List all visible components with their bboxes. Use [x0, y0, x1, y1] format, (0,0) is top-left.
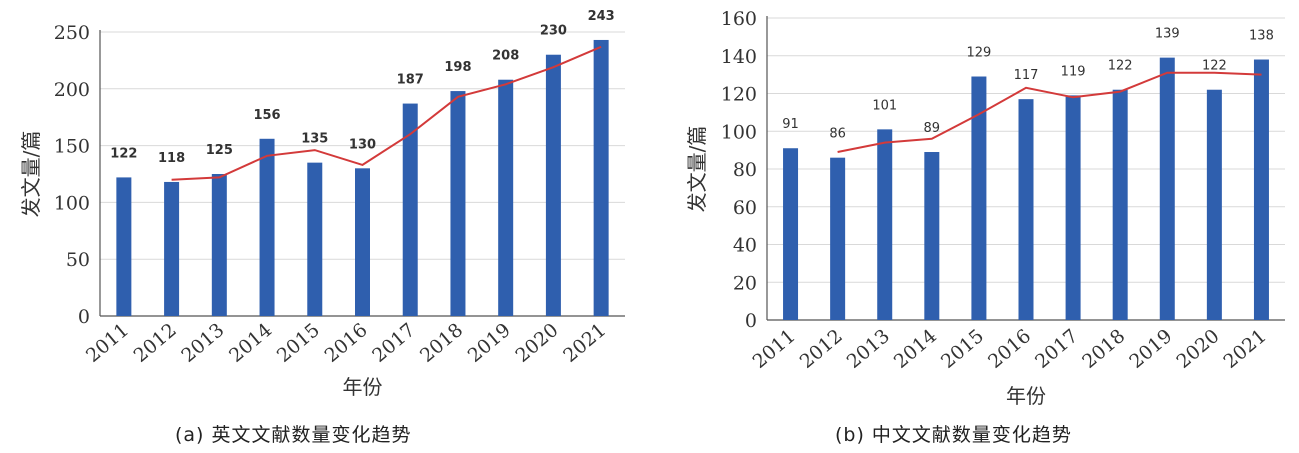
- data-label: 101: [872, 98, 897, 113]
- bar: [1253, 59, 1269, 321]
- x-tick-label: 2020: [511, 319, 562, 367]
- x-tick-label: 2017: [368, 319, 419, 367]
- bar: [1112, 89, 1128, 320]
- data-label: 243: [588, 9, 615, 24]
- bar: [971, 76, 987, 320]
- bar: [924, 152, 940, 320]
- y-tick-label: 160: [721, 8, 757, 30]
- y-tick-label: 140: [721, 46, 757, 68]
- y-tick-label: 0: [78, 306, 90, 328]
- x-tick-label: 2012: [130, 319, 181, 367]
- bar: [211, 174, 227, 316]
- data-label: 89: [924, 121, 941, 136]
- y-tick-label: 200: [54, 79, 90, 101]
- data-label: 122: [110, 146, 137, 161]
- y-tick-label: 150: [54, 136, 90, 158]
- data-label: 187: [397, 73, 424, 88]
- x-tick-label: 2016: [984, 325, 1035, 373]
- bar: [307, 162, 323, 316]
- chart-chinese-literature: 0 20 40 60 80 100 120 140 160 91 86 101 89 129 117 119 1…: [685, 8, 1285, 446]
- data-label: 122: [1108, 59, 1133, 74]
- bar: [259, 138, 275, 316]
- data-label: 117: [1014, 68, 1039, 83]
- bar: [450, 91, 466, 317]
- x-tick-label: 2020: [1172, 325, 1223, 373]
- trend-line: [171, 45, 602, 181]
- x-tick-label: 2017: [1031, 325, 1082, 373]
- bar: [355, 168, 370, 316]
- x-tick-label: 2021: [559, 319, 610, 367]
- y-tick-label: 80: [733, 159, 757, 181]
- chart-english-literature: 0 50 100 150 200 250 122 118 125 156 135 130 187 198 2…: [19, 9, 625, 446]
- y-axis-title: 发文量/篇: [19, 131, 43, 218]
- y-tick-label: 20: [733, 272, 757, 294]
- bar: [498, 79, 514, 316]
- figure-caption: (a) 英文文献数量变化趋势: [175, 424, 412, 446]
- x-tick-label: 2015: [937, 325, 988, 373]
- bar: [545, 54, 561, 316]
- bar: [830, 157, 846, 320]
- bar: [402, 103, 418, 317]
- y-tick-label: 120: [721, 84, 757, 106]
- x-tick-label: 2019: [1125, 325, 1176, 373]
- data-label: 122: [1202, 59, 1227, 74]
- data-label: 156: [253, 108, 280, 123]
- bar: [1018, 99, 1034, 320]
- data-label: 119: [1061, 64, 1086, 79]
- x-tick-label: 2019: [464, 319, 515, 367]
- x-tick-label: 2012: [796, 325, 847, 373]
- y-tick-label: 0: [745, 310, 757, 332]
- data-label: 230: [540, 24, 567, 39]
- x-tick-label: 2021: [1219, 325, 1270, 373]
- y-tick-label: 60: [733, 197, 757, 219]
- y-tick-label: 100: [721, 121, 757, 143]
- data-label: 138: [1249, 29, 1274, 44]
- y-tick-label: 250: [54, 22, 90, 44]
- bar: [877, 129, 893, 320]
- x-tick-label: 2016: [321, 319, 372, 367]
- x-tick-label: 2015: [273, 319, 324, 367]
- x-tick-label: 2014: [225, 319, 276, 367]
- y-axis-title: 发文量/篇: [685, 126, 709, 213]
- x-tick-label: 2013: [843, 325, 894, 373]
- data-label: 86: [829, 127, 846, 142]
- data-label: 118: [158, 151, 185, 166]
- bar: [116, 177, 132, 316]
- data-label: 198: [444, 60, 471, 75]
- data-label: 208: [492, 49, 519, 64]
- x-tick-label: 2018: [1078, 325, 1129, 373]
- x-tick-label: 2011: [749, 325, 800, 373]
- data-label: 135: [301, 132, 328, 147]
- data-label: 130: [349, 137, 376, 152]
- x-axis-title: 年份: [1006, 384, 1046, 408]
- x-tick-label: 2018: [416, 319, 467, 367]
- x-axis-title: 年份: [343, 375, 383, 399]
- data-label: 139: [1155, 27, 1180, 42]
- bar: [783, 148, 799, 320]
- bar: [593, 39, 609, 317]
- y-tick-label: 50: [66, 249, 90, 271]
- trend-line: [837, 71, 1262, 153]
- bar: [164, 181, 180, 316]
- x-tick-label: 2013: [177, 319, 228, 367]
- data-label: 129: [966, 46, 991, 61]
- data-label: 91: [782, 117, 799, 132]
- y-tick-label: 40: [733, 235, 757, 257]
- figure-caption: (b) 中文文献数量变化趋势: [835, 424, 1072, 446]
- bar: [1065, 95, 1081, 320]
- data-label: 125: [206, 143, 233, 158]
- x-tick-label: 2014: [890, 325, 941, 373]
- bar: [1159, 57, 1175, 320]
- bar: [1206, 89, 1222, 320]
- y-tick-label: 100: [54, 192, 90, 214]
